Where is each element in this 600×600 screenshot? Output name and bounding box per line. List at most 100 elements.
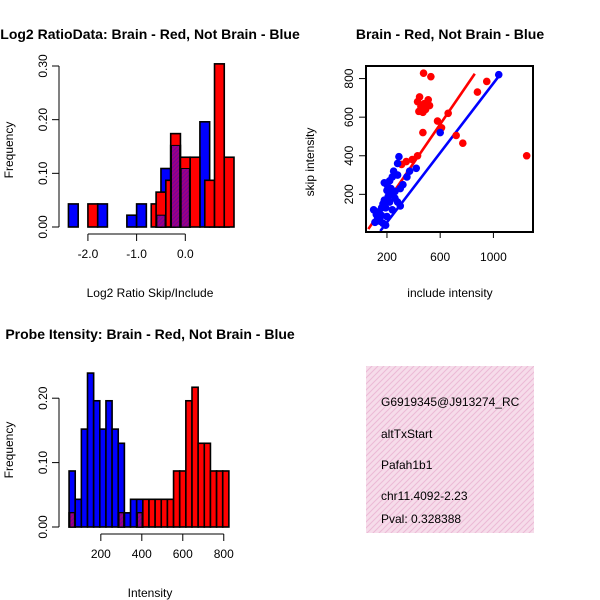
y-tick-label: 0.00 xyxy=(36,215,50,239)
y-tick-label: 800 xyxy=(342,68,356,88)
bar-brain-13 xyxy=(203,442,212,528)
x-tick-label: 200 xyxy=(377,250,397,264)
gene-symbol: Pafah1b1 xyxy=(381,458,433,472)
bar-brain-12 xyxy=(197,442,206,528)
bar-overlap-8 xyxy=(118,512,125,528)
x-tick-label: 800 xyxy=(214,547,234,561)
y-tick-label: 0.10 xyxy=(36,161,50,185)
probe-info-panel: G6919345@J913274_RC altTxStart Pafah1b1 … xyxy=(366,366,534,533)
point-notbrain-21 xyxy=(371,218,379,227)
bar-notbrain-5 xyxy=(99,428,107,528)
point-notbrain-25 xyxy=(393,171,402,179)
y-tick-label: 0.00 xyxy=(36,515,50,539)
point-notbrain-20 xyxy=(381,221,390,230)
bar-brain-10 xyxy=(185,399,193,528)
bar-overlap-7 xyxy=(180,168,190,228)
bar-overlap-11 xyxy=(136,512,143,528)
event-type: altTxStart xyxy=(381,427,433,441)
bar-notbrain-6 xyxy=(105,399,113,528)
chart2-points xyxy=(369,69,531,230)
bar-brain-16 xyxy=(221,470,230,528)
x-tick-label: 400 xyxy=(132,547,152,561)
info-panel-background xyxy=(366,366,534,533)
point-notbrain-2 xyxy=(412,164,421,173)
point-notbrain-36 xyxy=(388,205,397,214)
point-notbrain-24 xyxy=(399,180,407,189)
genomic-location: chr11.4092-2.23 xyxy=(381,489,468,503)
bar-brain-5 xyxy=(154,498,163,528)
bar-brain-4 xyxy=(148,498,156,528)
point-brain-21 xyxy=(482,77,491,86)
bar-brain-0 xyxy=(87,203,99,228)
bar-brain-8 xyxy=(213,63,226,228)
chart1-bars xyxy=(67,63,235,228)
x-tick-label: 600 xyxy=(430,250,450,264)
chart2-axes: 200 600 1000 200 400 600 800 xyxy=(342,68,507,264)
point-brain-22 xyxy=(522,151,531,160)
x-tick-label: 0.0 xyxy=(177,247,194,261)
bar-notbrain-10 xyxy=(129,498,138,528)
bar-brain-14 xyxy=(209,470,218,528)
chart3-title: Probe Itensity: Brain - Red, Not Brain -… xyxy=(5,326,295,342)
bar-brain-9 xyxy=(223,156,235,228)
y-tick-label: 0.10 xyxy=(36,451,50,475)
chart3-ylabel: Frequency xyxy=(2,422,16,479)
bar-brain-6 xyxy=(160,498,169,528)
point-brain-5 xyxy=(424,96,433,104)
point-notbrain-29 xyxy=(383,186,391,195)
point-notbrain-37 xyxy=(396,202,405,210)
y-tick-label: 200 xyxy=(342,184,356,204)
bar-overlap-0 xyxy=(69,512,75,528)
chart2-title: Brain - Red, Not Brain - Blue xyxy=(356,26,544,42)
histogram-probe-intensity: Probe Itensity: Brain - Red, Not Brain -… xyxy=(2,326,295,600)
x-tick-label: -2.0 xyxy=(78,247,99,261)
bar-notbrain-2 xyxy=(80,428,89,528)
point-brain-0 xyxy=(419,69,428,77)
point-brain-18 xyxy=(452,131,460,140)
chart3-xlabel: Intensity xyxy=(128,586,173,600)
point-notbrain-33 xyxy=(385,198,394,206)
point-notbrain-26 xyxy=(403,173,411,181)
y-tick-label: 0.20 xyxy=(36,386,50,410)
x-tick-label: -1.0 xyxy=(126,247,147,261)
bar-brain-9 xyxy=(178,470,187,528)
point-brain-14 xyxy=(413,151,422,160)
x-tick-label: 1000 xyxy=(480,250,507,264)
chart1-xlabel: Log2 Ratio Skip/Include xyxy=(87,286,214,300)
point-notbrain-3 xyxy=(395,152,403,161)
bar-notbrain-1 xyxy=(96,203,109,228)
bar-brain-11 xyxy=(191,386,199,528)
x-tick-label: 600 xyxy=(173,547,193,561)
histogram-log2-ratio: Log2 RatioData: Brain - Red, Not Brain -… xyxy=(0,26,300,300)
chart2-ylabel: skip intensity xyxy=(303,128,317,197)
bar-brain-7 xyxy=(166,498,175,528)
point-notbrain-1 xyxy=(436,128,444,137)
bar-brain-6 xyxy=(189,156,201,228)
point-brain-13 xyxy=(419,128,427,137)
bar-overlap-4 xyxy=(156,214,166,228)
point-notbrain-27 xyxy=(405,167,414,175)
point-brain-23 xyxy=(444,109,452,118)
point-brain-10 xyxy=(421,105,430,114)
bar-notbrain-0 xyxy=(67,203,79,228)
point-notbrain-34 xyxy=(381,204,390,212)
bar-notbrain-3 xyxy=(86,372,95,528)
y-tick-label: 600 xyxy=(342,107,356,127)
point-notbrain-4 xyxy=(393,159,402,168)
bar-notbrain-7 xyxy=(111,428,120,528)
bar-notbrain-1 xyxy=(74,498,83,528)
bar-notbrain-9 xyxy=(123,512,132,528)
bar-notbrain-3 xyxy=(135,203,148,228)
chart3-bars xyxy=(68,372,230,528)
bar-notbrain-4 xyxy=(92,399,101,528)
chart1-ylabel: Frequency xyxy=(2,122,16,179)
probe-id: G6919345@J913274_RC xyxy=(381,395,520,409)
bar-brain-8 xyxy=(172,470,181,528)
bar-brain-7 xyxy=(203,179,216,228)
y-tick-label: 400 xyxy=(342,145,356,165)
scatter-include-vs-skip: Brain - Red, Not Brain - Blue 200 600 1000… xyxy=(303,26,544,300)
chart3-axes: 200 400 600 800 0.00 0.10 0.20 xyxy=(36,386,234,561)
chart2-xlabel: include intensity xyxy=(407,286,492,300)
y-tick-label: 0.20 xyxy=(36,108,50,132)
